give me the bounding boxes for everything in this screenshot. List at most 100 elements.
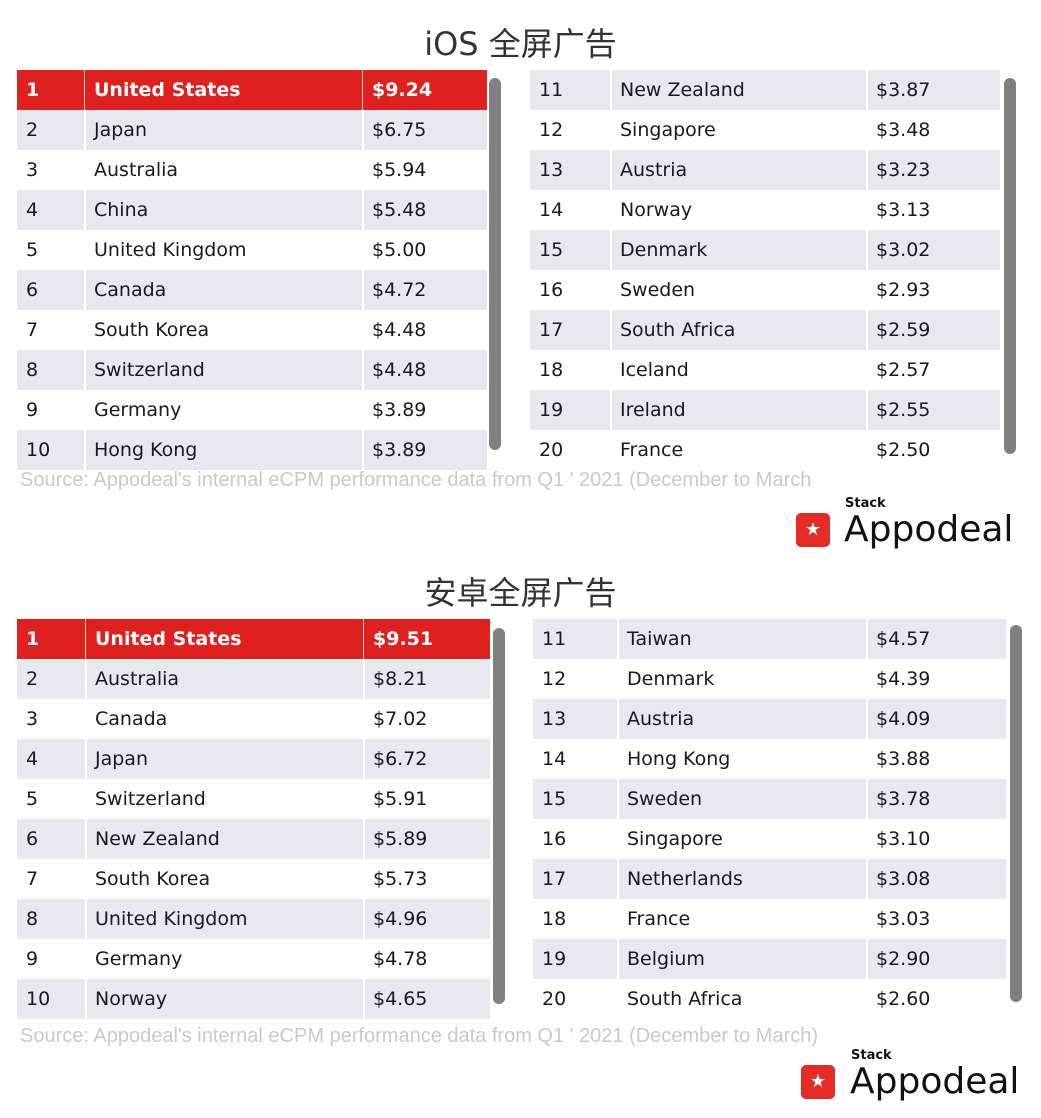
column-divider: [363, 779, 365, 819]
rank-cell: 2: [26, 668, 39, 690]
column-divider: [866, 739, 868, 779]
column-divider: [610, 110, 612, 150]
ecpm-value-cell: $2.90: [876, 948, 931, 970]
ecpm-value-cell: $4.57: [876, 628, 931, 650]
country-cell: Japan: [95, 748, 148, 770]
column-divider: [866, 230, 868, 270]
column-divider: [866, 430, 868, 470]
ios-right-scrollbar[interactable]: [1004, 78, 1016, 454]
ecpm-value-cell: $4.72: [372, 279, 427, 301]
column-divider: [84, 390, 86, 430]
column-divider: [363, 619, 364, 659]
table-row: 11 Taiwan $4.57: [533, 619, 1006, 659]
ecpm-value-cell: $8.21: [373, 668, 428, 690]
column-divider: [610, 150, 612, 190]
table-row: 15 Sweden $3.78: [533, 779, 1006, 819]
column-divider: [362, 310, 364, 350]
column-divider: [866, 979, 868, 1019]
country-cell: United States: [94, 79, 241, 101]
column-divider: [866, 70, 868, 110]
column-divider: [610, 270, 612, 310]
table-row: 20 South Africa $2.60: [533, 979, 1006, 1019]
rank-cell: 11: [542, 628, 567, 650]
country-cell: France: [627, 908, 691, 930]
country-cell: United Kingdom: [95, 908, 248, 930]
ecpm-value-cell: $2.55: [876, 399, 931, 421]
rank-cell: 6: [26, 828, 39, 850]
column-divider: [363, 979, 365, 1019]
column-divider: [85, 859, 87, 899]
country-cell: Germany: [94, 399, 182, 421]
ecpm-value-cell: $4.48: [372, 319, 427, 341]
android-right-scrollbar[interactable]: [1010, 625, 1022, 1002]
column-divider: [866, 939, 868, 979]
rank-cell: 14: [542, 748, 567, 770]
ecpm-value-cell: $4.78: [373, 948, 428, 970]
logo-wordmark: Appodeal: [844, 509, 1014, 550]
table-row: 8 United Kingdom $4.96: [17, 899, 490, 939]
column-divider: [85, 619, 86, 659]
column-divider: [85, 819, 87, 859]
country-cell: Singapore: [620, 119, 716, 141]
column-divider: [617, 659, 619, 699]
column-divider: [866, 190, 868, 230]
rank-cell: 9: [26, 948, 39, 970]
table-row: 19 Belgium $2.90: [533, 939, 1006, 979]
column-divider: [866, 150, 868, 190]
table-row: 3 Australia $5.94: [17, 150, 487, 190]
rank-cell: 19: [542, 948, 567, 970]
country-cell: South Korea: [94, 319, 210, 341]
ecpm-value-cell: $3.03: [876, 908, 931, 930]
rank-cell: 7: [26, 319, 39, 341]
table-row: 7 South Korea $4.48: [17, 310, 487, 350]
table-row: 9 Germany $3.89: [17, 390, 487, 430]
table-row: 12 Singapore $3.48: [530, 110, 1000, 150]
column-divider: [85, 699, 87, 739]
table-row: 5 Switzerland $5.91: [17, 779, 490, 819]
column-divider: [362, 350, 364, 390]
android-ranking-table-right: 11 Taiwan $4.57 12 Denmark $4.39 13 Austria $4.0…: [533, 619, 1006, 1019]
ecpm-value-cell: $3.13: [876, 199, 931, 221]
logo-stack-label: Stack: [851, 1048, 892, 1063]
country-cell: Taiwan: [627, 628, 692, 650]
column-divider: [84, 190, 86, 230]
ios-ranking-table-left: 1 United States $9.24 2 Japan $6.75 3 Australia…: [17, 70, 487, 470]
column-divider: [85, 659, 87, 699]
column-divider: [84, 350, 86, 390]
column-divider: [610, 310, 612, 350]
column-divider: [866, 699, 868, 739]
ecpm-value-cell: $3.78: [876, 788, 931, 810]
rank-cell: 18: [539, 359, 564, 381]
ecpm-value-cell: $3.02: [876, 239, 931, 261]
table-row: 9 Germany $4.78: [17, 939, 490, 979]
rank-cell: 15: [542, 788, 567, 810]
ecpm-value-cell: $3.48: [876, 119, 931, 141]
rank-cell: 19: [539, 399, 564, 421]
table-row: 18 France $3.03: [533, 899, 1006, 939]
table-row: 2 Australia $8.21: [17, 659, 490, 699]
table-row: 7 South Korea $5.73: [17, 859, 490, 899]
ecpm-value-cell: $4.96: [373, 908, 428, 930]
column-divider: [363, 859, 365, 899]
ecpm-value-cell: $4.09: [876, 708, 931, 730]
column-divider: [84, 270, 86, 310]
ecpm-value-cell: $3.89: [372, 399, 427, 421]
table-row: 11 New Zealand $3.87: [530, 70, 1000, 110]
country-cell: Iceland: [620, 359, 689, 381]
column-divider: [362, 70, 363, 110]
country-cell: South Africa: [627, 988, 743, 1010]
column-divider: [84, 230, 86, 270]
column-divider: [866, 270, 868, 310]
ecpm-value-cell: $4.48: [372, 359, 427, 381]
appodeal-badge-icon: ★: [796, 513, 830, 547]
android-left-scrollbar[interactable]: [493, 628, 505, 1004]
column-divider: [617, 859, 619, 899]
ecpm-value-cell: $9.51: [373, 628, 434, 650]
country-cell: Norway: [620, 199, 693, 221]
country-cell: Canada: [95, 708, 168, 730]
country-cell: Germany: [95, 948, 183, 970]
ecpm-value-cell: $2.60: [876, 988, 931, 1010]
ios-left-scrollbar[interactable]: [489, 78, 501, 450]
rank-cell: 12: [542, 668, 567, 690]
rank-cell: 8: [26, 359, 39, 381]
